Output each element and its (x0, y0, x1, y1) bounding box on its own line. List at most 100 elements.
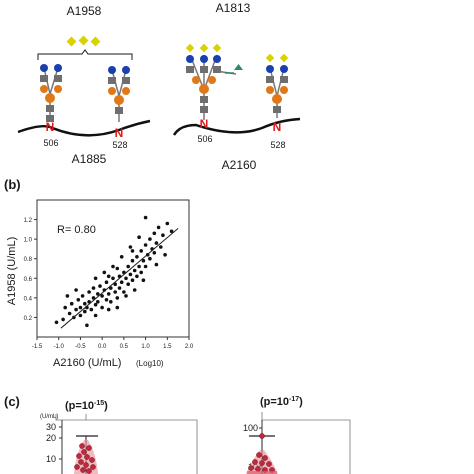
galactose-group-left (37, 35, 133, 60)
scatter-point (161, 233, 165, 237)
asparagine-right-2: N (273, 120, 282, 134)
scatter-point (91, 296, 96, 300)
scatter-point (169, 229, 174, 234)
scatter-point (102, 270, 107, 275)
scatter-point (119, 280, 124, 285)
scatter-point (91, 286, 96, 290)
scatter-point (152, 251, 157, 255)
scatter-point (126, 264, 130, 269)
site-left-1: 506 (43, 138, 58, 148)
scatter-point (119, 254, 124, 259)
scatter-point (93, 276, 98, 281)
x-tick-label: -1.0 (54, 344, 65, 350)
scatter-point (100, 305, 104, 310)
scatter-point (130, 249, 135, 253)
glycan-label-a1813: A1813 (216, 1, 251, 15)
scatter-plot: 1.2 1.0 0.8 0.6 0.4 0.2 -1.5 -1.0 -0.5 0.0 0.5 1.0… (24, 199, 194, 350)
violin-left: (p=10-15) (U/mL) 30 20 10 (40, 400, 198, 474)
unit-left: (U/mL) (40, 414, 58, 420)
scatter-point (74, 307, 78, 312)
scatter-point (154, 262, 159, 267)
scatter-point (152, 231, 157, 236)
scatter-point (85, 323, 89, 328)
tick-20: 20 (46, 433, 56, 443)
scatter-point (137, 264, 141, 269)
scatter-point (132, 288, 137, 292)
scatter-point (143, 215, 148, 220)
scatter-point (106, 274, 111, 279)
scatter-point (80, 294, 85, 298)
fucose-icon (234, 64, 243, 70)
scatter-point (143, 264, 148, 269)
scatter-point (141, 278, 146, 283)
tick-30: 30 (46, 422, 56, 432)
scatter-point (115, 296, 120, 300)
panel-a: A1958 A1813 (17, 1, 301, 172)
y-tick-label: 0.4 (24, 296, 33, 302)
x-tick-label: -1.5 (32, 344, 43, 350)
scatter-point (113, 290, 117, 294)
glycan-label-a1885: A1885 (72, 152, 107, 166)
scatter-point (67, 311, 72, 316)
scatter-point (128, 245, 133, 249)
scatter-point (159, 245, 163, 249)
panel-b: (b) 1.2 1.0 0.8 0.6 0.4 0.2 -1.5 -1.0 -0.5 0.0 0.… (4, 177, 194, 369)
glycan-label-a1958: A1958 (67, 4, 102, 18)
scatter-point (106, 307, 111, 312)
scatter-point (154, 241, 159, 245)
glycan-chain-left-1 (40, 64, 62, 122)
x-tick-label: 2.0 (185, 344, 194, 350)
x-tick-label: 0.0 (98, 344, 107, 350)
scatter-point (93, 302, 98, 307)
scatter-point (128, 272, 133, 277)
y-tick-label: 1.2 (24, 218, 33, 224)
scatter-point (104, 280, 109, 285)
x-axis-label: A2160 (U/mL) (53, 357, 121, 369)
scatter-point (109, 300, 113, 304)
scatter-point (156, 225, 161, 230)
scatter-point (165, 221, 170, 226)
scatter-point (65, 294, 70, 298)
scatter-point (124, 276, 128, 281)
site-left-2: 528 (112, 140, 127, 150)
scatter-point (111, 264, 115, 269)
x-tick-label: -0.5 (75, 344, 86, 350)
scatter-point (132, 268, 137, 273)
scatter-point (87, 290, 91, 294)
scatter-point (61, 317, 65, 322)
scatter-point (115, 266, 120, 271)
x-tick-label: 1.5 (163, 344, 172, 350)
y-tick-label: 0.2 (24, 316, 33, 322)
regression-line (60, 227, 179, 329)
violin-right: (p=10-17) 100 10 (243, 396, 351, 474)
scatter-point (83, 309, 87, 314)
protein-backbone-left (17, 119, 151, 137)
asparagine-left-1: N (46, 120, 55, 134)
scatter-point (96, 300, 100, 304)
correlation-annotation: R= 0.80 (57, 224, 96, 236)
scatter-point (126, 282, 130, 287)
scatter-point (54, 320, 59, 325)
asparagine-left-2: N (115, 126, 124, 140)
panel-label-c: (c) (4, 394, 20, 409)
y-tick-label: 0.6 (24, 277, 33, 283)
scatter-point (87, 300, 91, 304)
scatter-point (106, 292, 111, 296)
asparagine-right-1: N (200, 117, 209, 131)
site-right-1: 506 (197, 134, 212, 144)
scatter-point (122, 290, 126, 294)
scatter-point (143, 243, 148, 247)
glycan-chain-right-2 (265, 53, 289, 118)
scatter-point (148, 256, 152, 261)
panel-label-b: (b) (4, 177, 21, 192)
scatter-point (100, 294, 104, 298)
panel-c: (c) (p=10-15) (U/mL) 30 20 10 (p=10-17 (4, 394, 351, 474)
y-axis: 1.2 1.0 0.8 0.6 0.4 0.2 (24, 218, 37, 322)
protein-backbone-right (172, 117, 301, 136)
scatter-point (93, 313, 98, 318)
scatter-point (130, 278, 135, 283)
pvalue-left: (p=10-15) (65, 400, 108, 412)
scatter-point (124, 294, 128, 298)
data-points (54, 215, 174, 328)
